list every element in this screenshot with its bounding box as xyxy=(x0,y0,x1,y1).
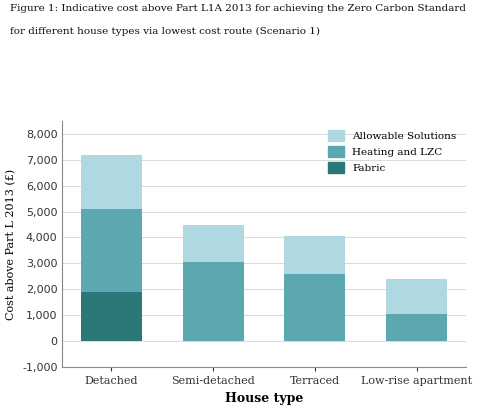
Bar xyxy=(81,209,142,292)
Legend: Allowable Solutions, Heating and LZC, Fabric: Allowable Solutions, Heating and LZC, Fa… xyxy=(324,126,460,178)
Bar xyxy=(284,236,346,274)
Bar xyxy=(386,279,447,314)
Bar xyxy=(81,292,142,341)
Bar xyxy=(182,224,244,262)
Bar xyxy=(386,314,447,341)
X-axis label: House type: House type xyxy=(225,392,303,404)
Text: for different house types via lowest cost route (Scenario 1): for different house types via lowest cos… xyxy=(10,27,320,36)
Bar xyxy=(284,274,346,341)
Y-axis label: Cost above Part L 2013 (£): Cost above Part L 2013 (£) xyxy=(6,168,16,319)
Bar xyxy=(81,155,142,209)
Bar xyxy=(182,262,244,341)
Text: Figure 1: Indicative cost above Part L1A 2013 for achieving the Zero Carbon Stan: Figure 1: Indicative cost above Part L1A… xyxy=(10,4,466,13)
